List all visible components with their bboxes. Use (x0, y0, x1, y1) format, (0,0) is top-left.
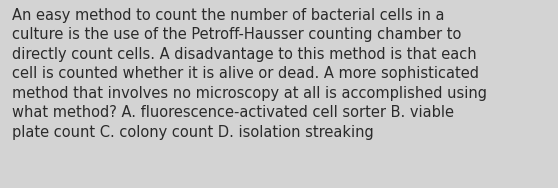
Text: An easy method to count the number of bacterial cells in a
culture is the use of: An easy method to count the number of ba… (12, 8, 487, 140)
